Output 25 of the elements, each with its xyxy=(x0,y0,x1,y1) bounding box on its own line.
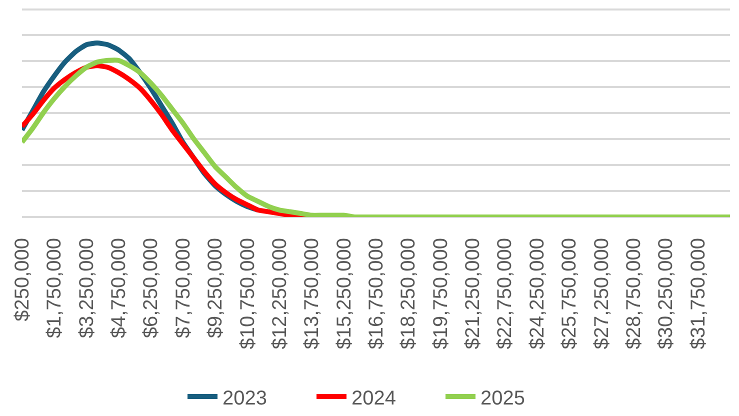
x-tick-label: $30,250,000 xyxy=(655,238,678,350)
legend-label: 2025 xyxy=(480,387,525,410)
x-tick-label: $24,250,000 xyxy=(526,238,548,350)
x-tick-label: $18,250,000 xyxy=(398,238,420,350)
x-tick-label: $31,750,000 xyxy=(687,238,710,350)
x-tick-label: $7,750,000 xyxy=(172,238,194,338)
x-tick-label: $25,750,000 xyxy=(558,238,581,350)
x-tick-label: $19,750,000 xyxy=(430,238,452,350)
x-tick-label: $9,250,000 xyxy=(204,238,227,338)
x-tick-label: $13,750,000 xyxy=(301,238,324,350)
x-tick-label: $10,750,000 xyxy=(236,238,259,350)
x-tick-label: $6,250,000 xyxy=(140,238,162,338)
x-tick-label: $3,250,000 xyxy=(76,238,98,338)
x-tick-label: $27,250,000 xyxy=(590,238,613,350)
x-tick-label: $4,750,000 xyxy=(108,238,130,338)
x-tick-label: $22,750,000 xyxy=(494,238,516,350)
x-tick-label: $16,750,000 xyxy=(366,238,388,350)
legend-label: 2023 xyxy=(222,387,267,410)
x-tick-label: $12,250,000 xyxy=(268,238,291,350)
legend-label: 2024 xyxy=(352,387,396,410)
x-tick-label: $21,250,000 xyxy=(462,238,484,350)
x-tick-label: $250,000 xyxy=(12,238,34,322)
x-tick-label: $15,250,000 xyxy=(333,238,356,350)
x-tick-label: $28,750,000 xyxy=(622,238,645,350)
x-tick-label: $1,750,000 xyxy=(44,238,66,338)
